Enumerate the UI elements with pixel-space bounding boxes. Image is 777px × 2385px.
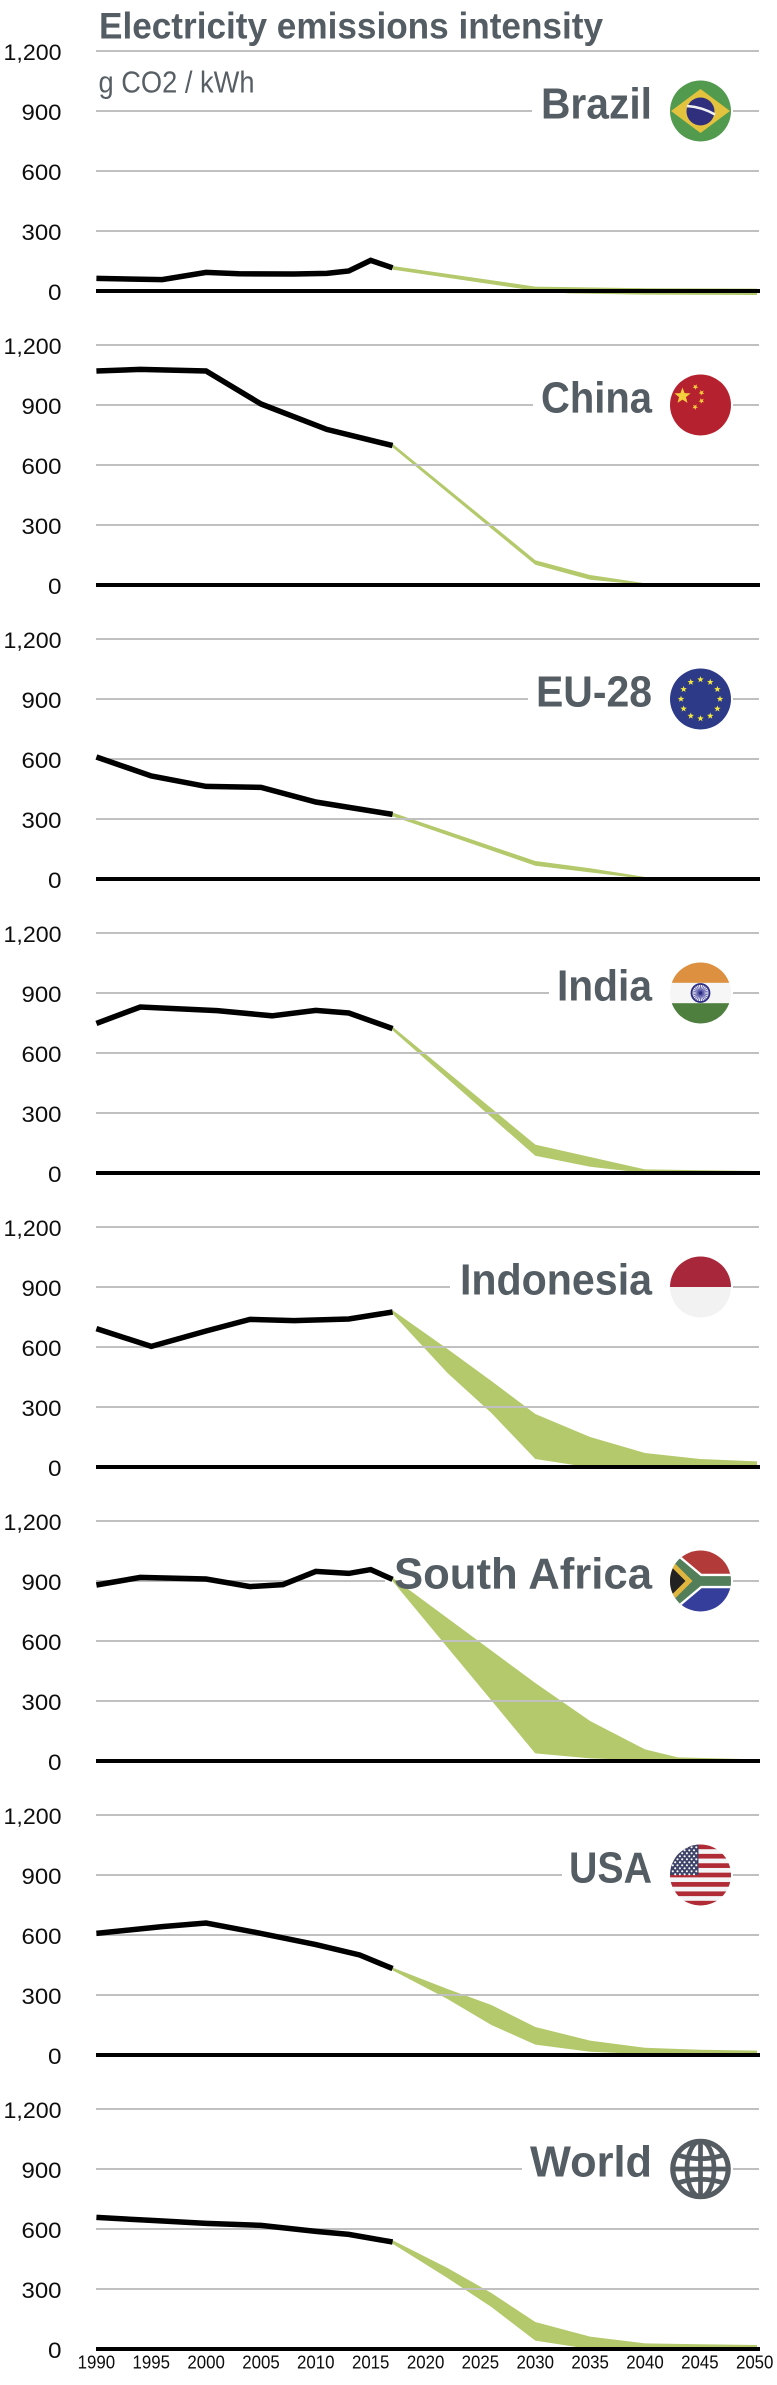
svg-text:0: 0 [48,280,62,305]
svg-text:300: 300 [22,808,62,833]
svg-text:0: 0 [48,574,62,599]
svg-text:2040: 2040 [626,2352,664,2373]
svg-text:0: 0 [48,1162,62,1187]
svg-text:China: China [541,373,652,422]
svg-text:300: 300 [22,1396,62,1421]
svg-text:900: 900 [22,100,62,125]
svg-text:1,200: 1,200 [4,1804,62,1829]
svg-text:600: 600 [22,160,62,185]
svg-text:300: 300 [22,1690,62,1715]
svg-text:2045: 2045 [681,2352,719,2373]
svg-text:300: 300 [22,1984,62,2009]
svg-text:600: 600 [22,2218,62,2243]
svg-text:1995: 1995 [133,2352,171,2373]
svg-text:2000: 2000 [187,2352,225,2373]
svg-text:World: World [530,2137,652,2186]
svg-text:Brazil: Brazil [541,79,652,128]
svg-text:EU-28: EU-28 [536,667,652,716]
svg-text:2035: 2035 [571,2352,609,2373]
svg-text:2025: 2025 [462,2352,500,2373]
svg-text:600: 600 [22,1924,62,1949]
svg-text:600: 600 [22,1630,62,1655]
svg-text:900: 900 [22,688,62,713]
svg-text:South Africa: South Africa [394,1549,653,1598]
svg-text:600: 600 [22,748,62,773]
svg-text:2020: 2020 [407,2352,445,2373]
svg-text:2010: 2010 [297,2352,335,2373]
svg-text:1,200: 1,200 [4,40,62,65]
svg-text:0: 0 [48,2044,62,2069]
svg-text:900: 900 [22,394,62,419]
svg-text:Indonesia: Indonesia [460,1255,652,1304]
svg-text:1,200: 1,200 [4,1216,62,1241]
svg-text:900: 900 [22,1864,62,1889]
svg-text:1,200: 1,200 [4,2098,62,2123]
svg-text:300: 300 [22,2278,62,2303]
svg-text:2015: 2015 [352,2352,390,2373]
svg-text:0: 0 [48,2338,62,2363]
svg-text:600: 600 [22,1042,62,1067]
svg-text:1,200: 1,200 [4,1510,62,1535]
svg-text:USA: USA [569,1843,652,1892]
svg-text:g CO2 / kWh: g CO2 / kWh [99,65,255,100]
svg-text:900: 900 [22,982,62,1007]
svg-text:600: 600 [22,454,62,479]
svg-text:900: 900 [22,1276,62,1301]
svg-text:300: 300 [22,220,62,245]
svg-text:2030: 2030 [517,2352,555,2373]
svg-text:300: 300 [22,1102,62,1127]
svg-text:300: 300 [22,514,62,539]
svg-text:1,200: 1,200 [4,922,62,947]
svg-text:0: 0 [48,1750,62,1775]
svg-text:Electricity emissions intensit: Electricity emissions intensity [99,5,603,47]
svg-text:0: 0 [48,868,62,893]
svg-text:1,200: 1,200 [4,628,62,653]
svg-text:India: India [557,961,652,1010]
svg-text:900: 900 [22,2158,62,2183]
svg-text:2050: 2050 [736,2352,774,2373]
svg-text:900: 900 [22,1570,62,1595]
svg-text:600: 600 [22,1336,62,1361]
svg-text:0: 0 [48,1456,62,1481]
svg-text:2005: 2005 [242,2352,280,2373]
svg-text:1,200: 1,200 [4,334,62,359]
svg-text:1990: 1990 [78,2352,116,2373]
